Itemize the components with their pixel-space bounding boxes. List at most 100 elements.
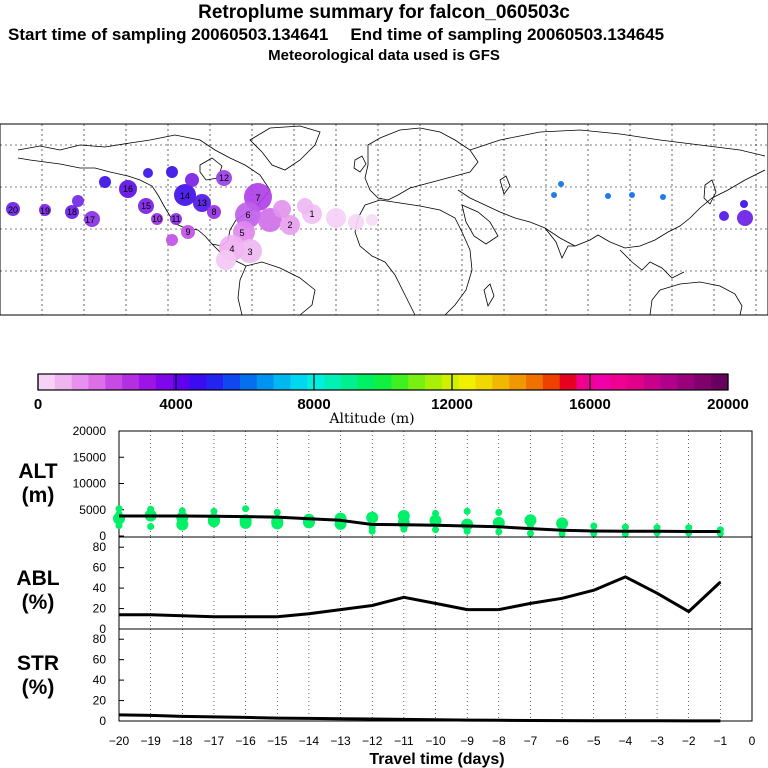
arabia xyxy=(461,204,499,245)
colorbar-cell xyxy=(189,374,207,390)
plume-marker xyxy=(551,192,557,198)
panel-ylabel-top: ALT xyxy=(18,460,57,483)
plume-marker xyxy=(660,194,666,200)
colorbar-cell xyxy=(206,374,224,390)
colorbar-cell xyxy=(155,374,173,390)
panel-xtick-label: −13 xyxy=(330,734,351,748)
plume-day-label: 11 xyxy=(171,214,180,224)
panel-xtick-label: −10 xyxy=(425,734,446,748)
plume-marker xyxy=(280,215,300,235)
panel-ylabel-bottom: (%) xyxy=(22,591,55,614)
plume-marker xyxy=(740,200,748,208)
panel-xtick-label: −3 xyxy=(650,734,664,748)
abl-line xyxy=(119,575,722,619)
plume-marker xyxy=(72,195,84,207)
end-time-label: End time of sampling 20060503.134645 xyxy=(350,25,665,44)
south-america-coast xyxy=(237,261,316,316)
altitude-point xyxy=(210,507,218,515)
altitude-point xyxy=(147,523,155,531)
plume-day-label: 2 xyxy=(287,220,292,230)
start-time-label: Start time of sampling 20060503.134641 xyxy=(8,25,329,44)
altitude-point xyxy=(368,527,376,535)
plume-marker xyxy=(6,202,20,216)
panel-abl: ABL(%) 80 60 40 20 0 xyxy=(16,536,753,636)
panel-xtick-label: −15 xyxy=(267,734,288,748)
plume-day-label: 17 xyxy=(85,215,95,225)
panel-xtick-label: −18 xyxy=(172,734,193,748)
plume-marker xyxy=(216,170,232,186)
panel-ylabel-top: ABL xyxy=(16,567,59,590)
plume-marker xyxy=(84,211,100,227)
plume-marker xyxy=(273,200,291,218)
panel-ytick-label: 0 xyxy=(99,529,106,543)
greenland-coast xyxy=(249,125,321,171)
plume-day-label: 13 xyxy=(197,198,207,208)
altitude-point xyxy=(115,505,123,513)
plume-day-label: 18 xyxy=(67,207,77,217)
altitude-point xyxy=(653,524,661,532)
altitude-point xyxy=(366,511,379,524)
colorbar-cell xyxy=(711,374,729,390)
plume-day-label: 8 xyxy=(211,207,216,217)
plume-day-label: 1 xyxy=(309,209,314,219)
colorbar-tick-label: 8000 xyxy=(297,396,330,413)
altitude-colorbar: 0 4000 8000 12000 16000 20000 Altitude (m) xyxy=(34,373,749,427)
panel-xtick-label: −2 xyxy=(682,734,696,748)
plume-marker xyxy=(166,166,178,178)
europe-coast xyxy=(364,127,479,201)
panel-ytick-label: 80 xyxy=(93,632,107,646)
met-data-label: Meteorological data used is GFS xyxy=(268,47,500,64)
plume-day-label: 10 xyxy=(152,214,162,224)
colorbar-cell xyxy=(694,374,712,390)
panel-xtick-label: −19 xyxy=(140,734,161,748)
panel-ytick-label: 80 xyxy=(93,540,107,554)
plume-marker xyxy=(65,205,79,219)
australia-coast xyxy=(649,281,743,316)
colorbar-cell xyxy=(542,374,561,390)
time-series-panels: ALT(m)20000150001000050000ABL(%)80604020… xyxy=(16,424,755,768)
colorbar-cell xyxy=(239,374,258,390)
colorbar-ticks: 0 4000 8000 12000 16000 20000 xyxy=(34,374,749,413)
plume-marker xyxy=(348,214,364,230)
colorbar-cell xyxy=(441,374,460,390)
altitude-point xyxy=(432,509,439,517)
colorbar-cell xyxy=(256,374,274,390)
plume-marker xyxy=(366,214,378,226)
plume-marker xyxy=(143,168,153,178)
plume-day-label: 16 xyxy=(123,184,133,194)
panel-ytick-label: 60 xyxy=(93,653,107,667)
altitude-point xyxy=(432,526,439,534)
colorbar-cell xyxy=(138,374,157,390)
panel-ytick-label: 20 xyxy=(93,694,107,708)
panel-ytick-label: 0 xyxy=(99,622,106,636)
chart-title: Retroplume summary for falcon_060503c xyxy=(198,2,570,23)
madagascar xyxy=(483,283,495,308)
altitude-point xyxy=(397,510,410,523)
plume-marker xyxy=(558,181,564,187)
plume-day-label: 15 xyxy=(141,201,151,211)
colorbar-cell xyxy=(643,374,661,390)
panel-xtick-label: −5 xyxy=(587,734,601,748)
altitude-point xyxy=(176,518,189,531)
sampling-times: Start time of sampling 20060503.134641 En… xyxy=(8,25,768,45)
colorbar-cell xyxy=(307,374,325,390)
colorbar-cell xyxy=(38,374,56,390)
plume-marker xyxy=(151,213,163,225)
panel-ytick-label: 20 xyxy=(93,602,107,616)
plume-marker xyxy=(166,234,178,246)
panel-ylabel-top: STR xyxy=(17,652,59,675)
plume-marker xyxy=(737,210,753,226)
colorbar-cell xyxy=(425,374,443,390)
panel-ytick-label: 60 xyxy=(93,561,107,575)
colorbar-cell xyxy=(660,374,678,390)
coastlines xyxy=(17,125,766,316)
colorbar-cell xyxy=(391,374,409,390)
colorbar-cell xyxy=(88,374,106,390)
altitude-point xyxy=(685,524,693,532)
plume-marker xyxy=(629,192,635,198)
plume-marker xyxy=(185,173,199,187)
colorbar-cell xyxy=(290,374,308,390)
plume-day-label: 9 xyxy=(185,227,190,237)
